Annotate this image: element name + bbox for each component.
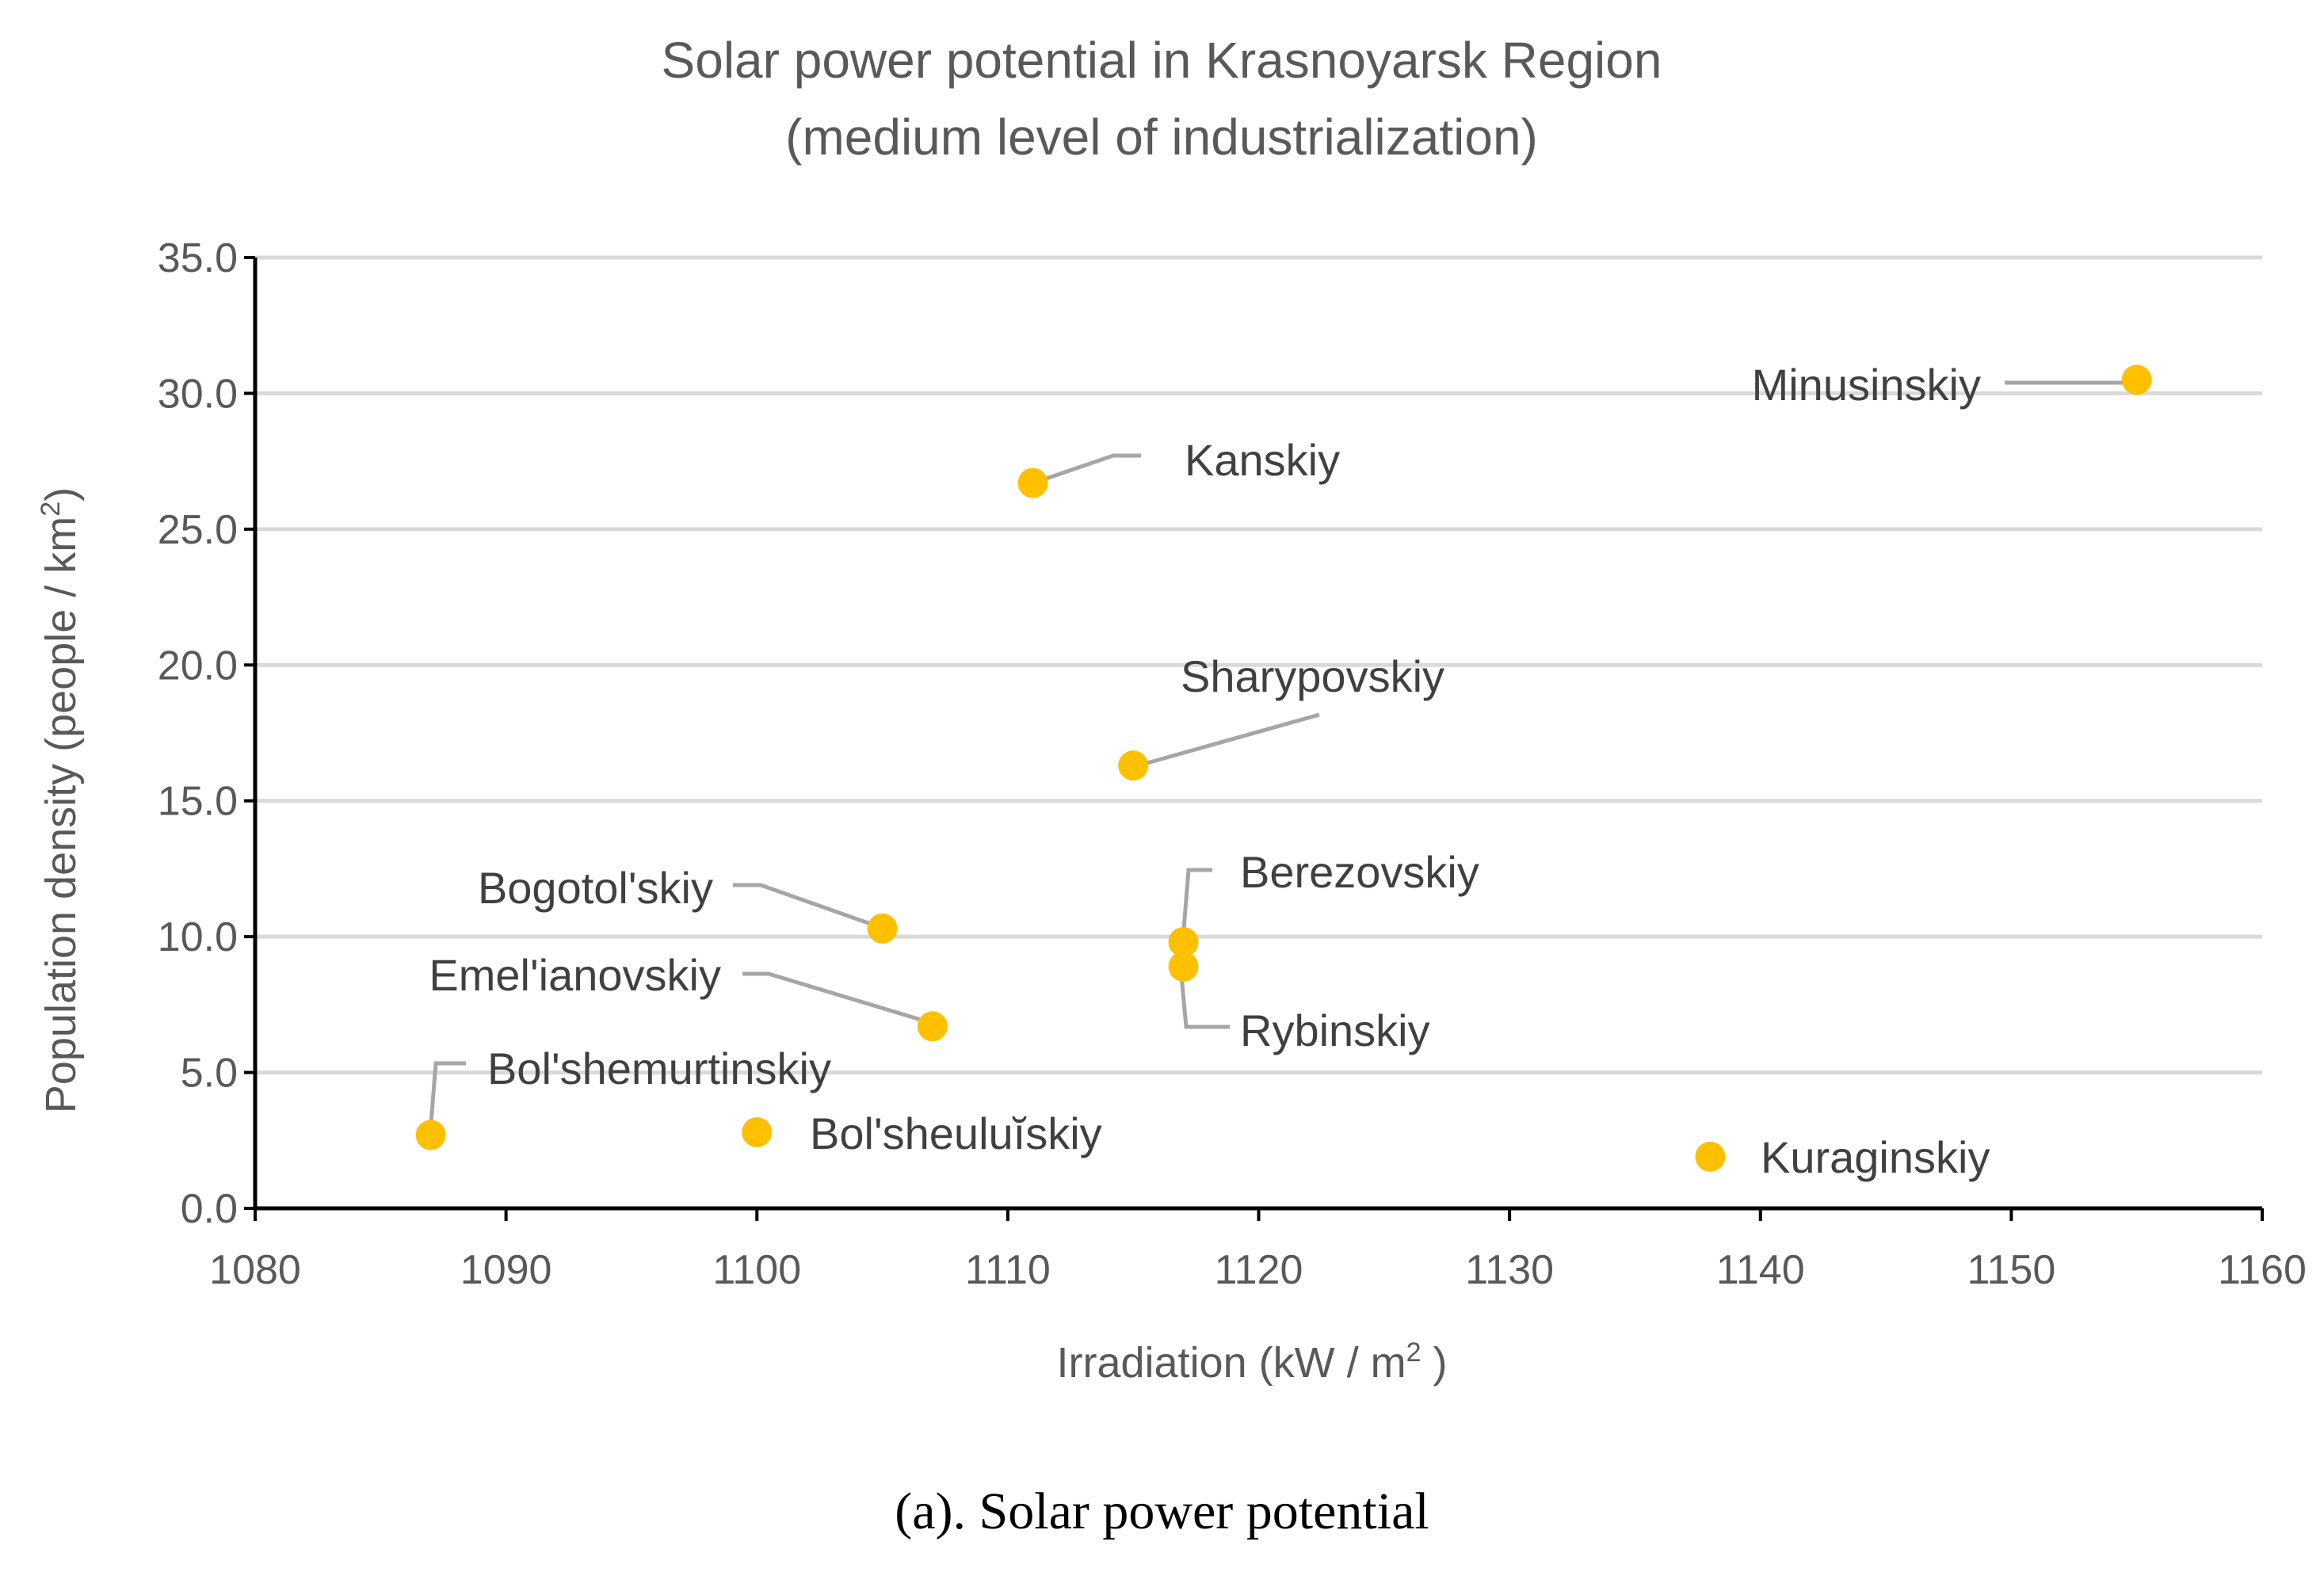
y-tick-label: 5.0 [181,1051,238,1097]
x-tick-label: 1100 [712,1247,801,1293]
chart-title-line2: (medium level of industrialization) [785,109,1538,166]
x-axis-title: Irradiation (kW / m2 ) [1057,1337,1448,1387]
data-point [1168,927,1199,957]
point-label: Minusinskiy [1752,360,1981,410]
point-label: Bogotol'skiy [478,863,713,913]
leader-line [1181,868,1212,940]
point-label: Kuraginskiy [1761,1132,1990,1182]
data-point [1695,1141,1726,1172]
leader-line [733,883,880,929]
data-point [742,1117,773,1147]
y-tick-label: 10.0 [158,914,238,960]
leader-line [428,1061,466,1134]
leader-line [1029,453,1141,486]
y-tick-label: 25.0 [158,507,238,553]
y-tick-label: 20.0 [158,643,238,689]
y-tick-label: 15.0 [158,779,238,825]
point-label: Berezovskiy [1240,847,1479,897]
x-tick-label: 1140 [1716,1247,1805,1293]
leader-lines [428,380,2124,1134]
x-tick-label: 1160 [2218,1247,2307,1293]
point-label: Emel'ianovskiy [429,950,721,1000]
y-tick-label: 0.0 [181,1186,238,1232]
data-point [1118,750,1149,781]
point-label: Sharypovskiy [1181,651,1444,701]
y-tick-labels: 0.0 5.0 10.0 15.0 20.0 25.0 30.0 35.0 [158,235,238,1232]
point-label: Rybinskiy [1240,1005,1430,1055]
chart-title-line1: Solar power potential in Krasnoyarsk Reg… [662,32,1662,89]
x-tick-label: 1110 [965,1247,1051,1293]
leader-line [1178,966,1230,1029]
x-tick-label: 1150 [1967,1247,2055,1293]
data-point [917,1011,948,1042]
data-point [1168,951,1199,982]
leader-line [742,971,929,1024]
point-label: Bol'sheuluĭskiy [810,1108,1102,1158]
x-tick-labels: 1080 1090 1100 1110 1120 1130 1140 1150 1160 [209,1208,2307,1293]
data-point [415,1120,446,1150]
point-label: Bol'shemurtinskiy [487,1044,831,1093]
data-point [2121,364,2152,395]
x-tick-label: 1080 [209,1247,301,1293]
x-tick-label: 1090 [460,1247,552,1293]
y-axis-title: Population density (people / km2) [36,487,85,1113]
figure-caption: (a). Solar power potential [895,1482,1429,1540]
x-tick-label: 1130 [1465,1247,1554,1293]
data-points [415,364,2152,1172]
y-tick-label: 30.0 [158,371,238,417]
leader-line [1132,712,1320,769]
point-labels: Minusinskiy Kanskiy Sharypovskiy Bogotol'sk… [429,360,1990,1182]
x-tick-label: 1120 [1215,1247,1303,1293]
data-point [867,913,898,944]
point-label: Kanskiy [1185,435,1340,485]
gridlines [244,255,2262,1210]
data-point [1017,467,1048,498]
y-tick-label: 35.0 [158,235,238,281]
